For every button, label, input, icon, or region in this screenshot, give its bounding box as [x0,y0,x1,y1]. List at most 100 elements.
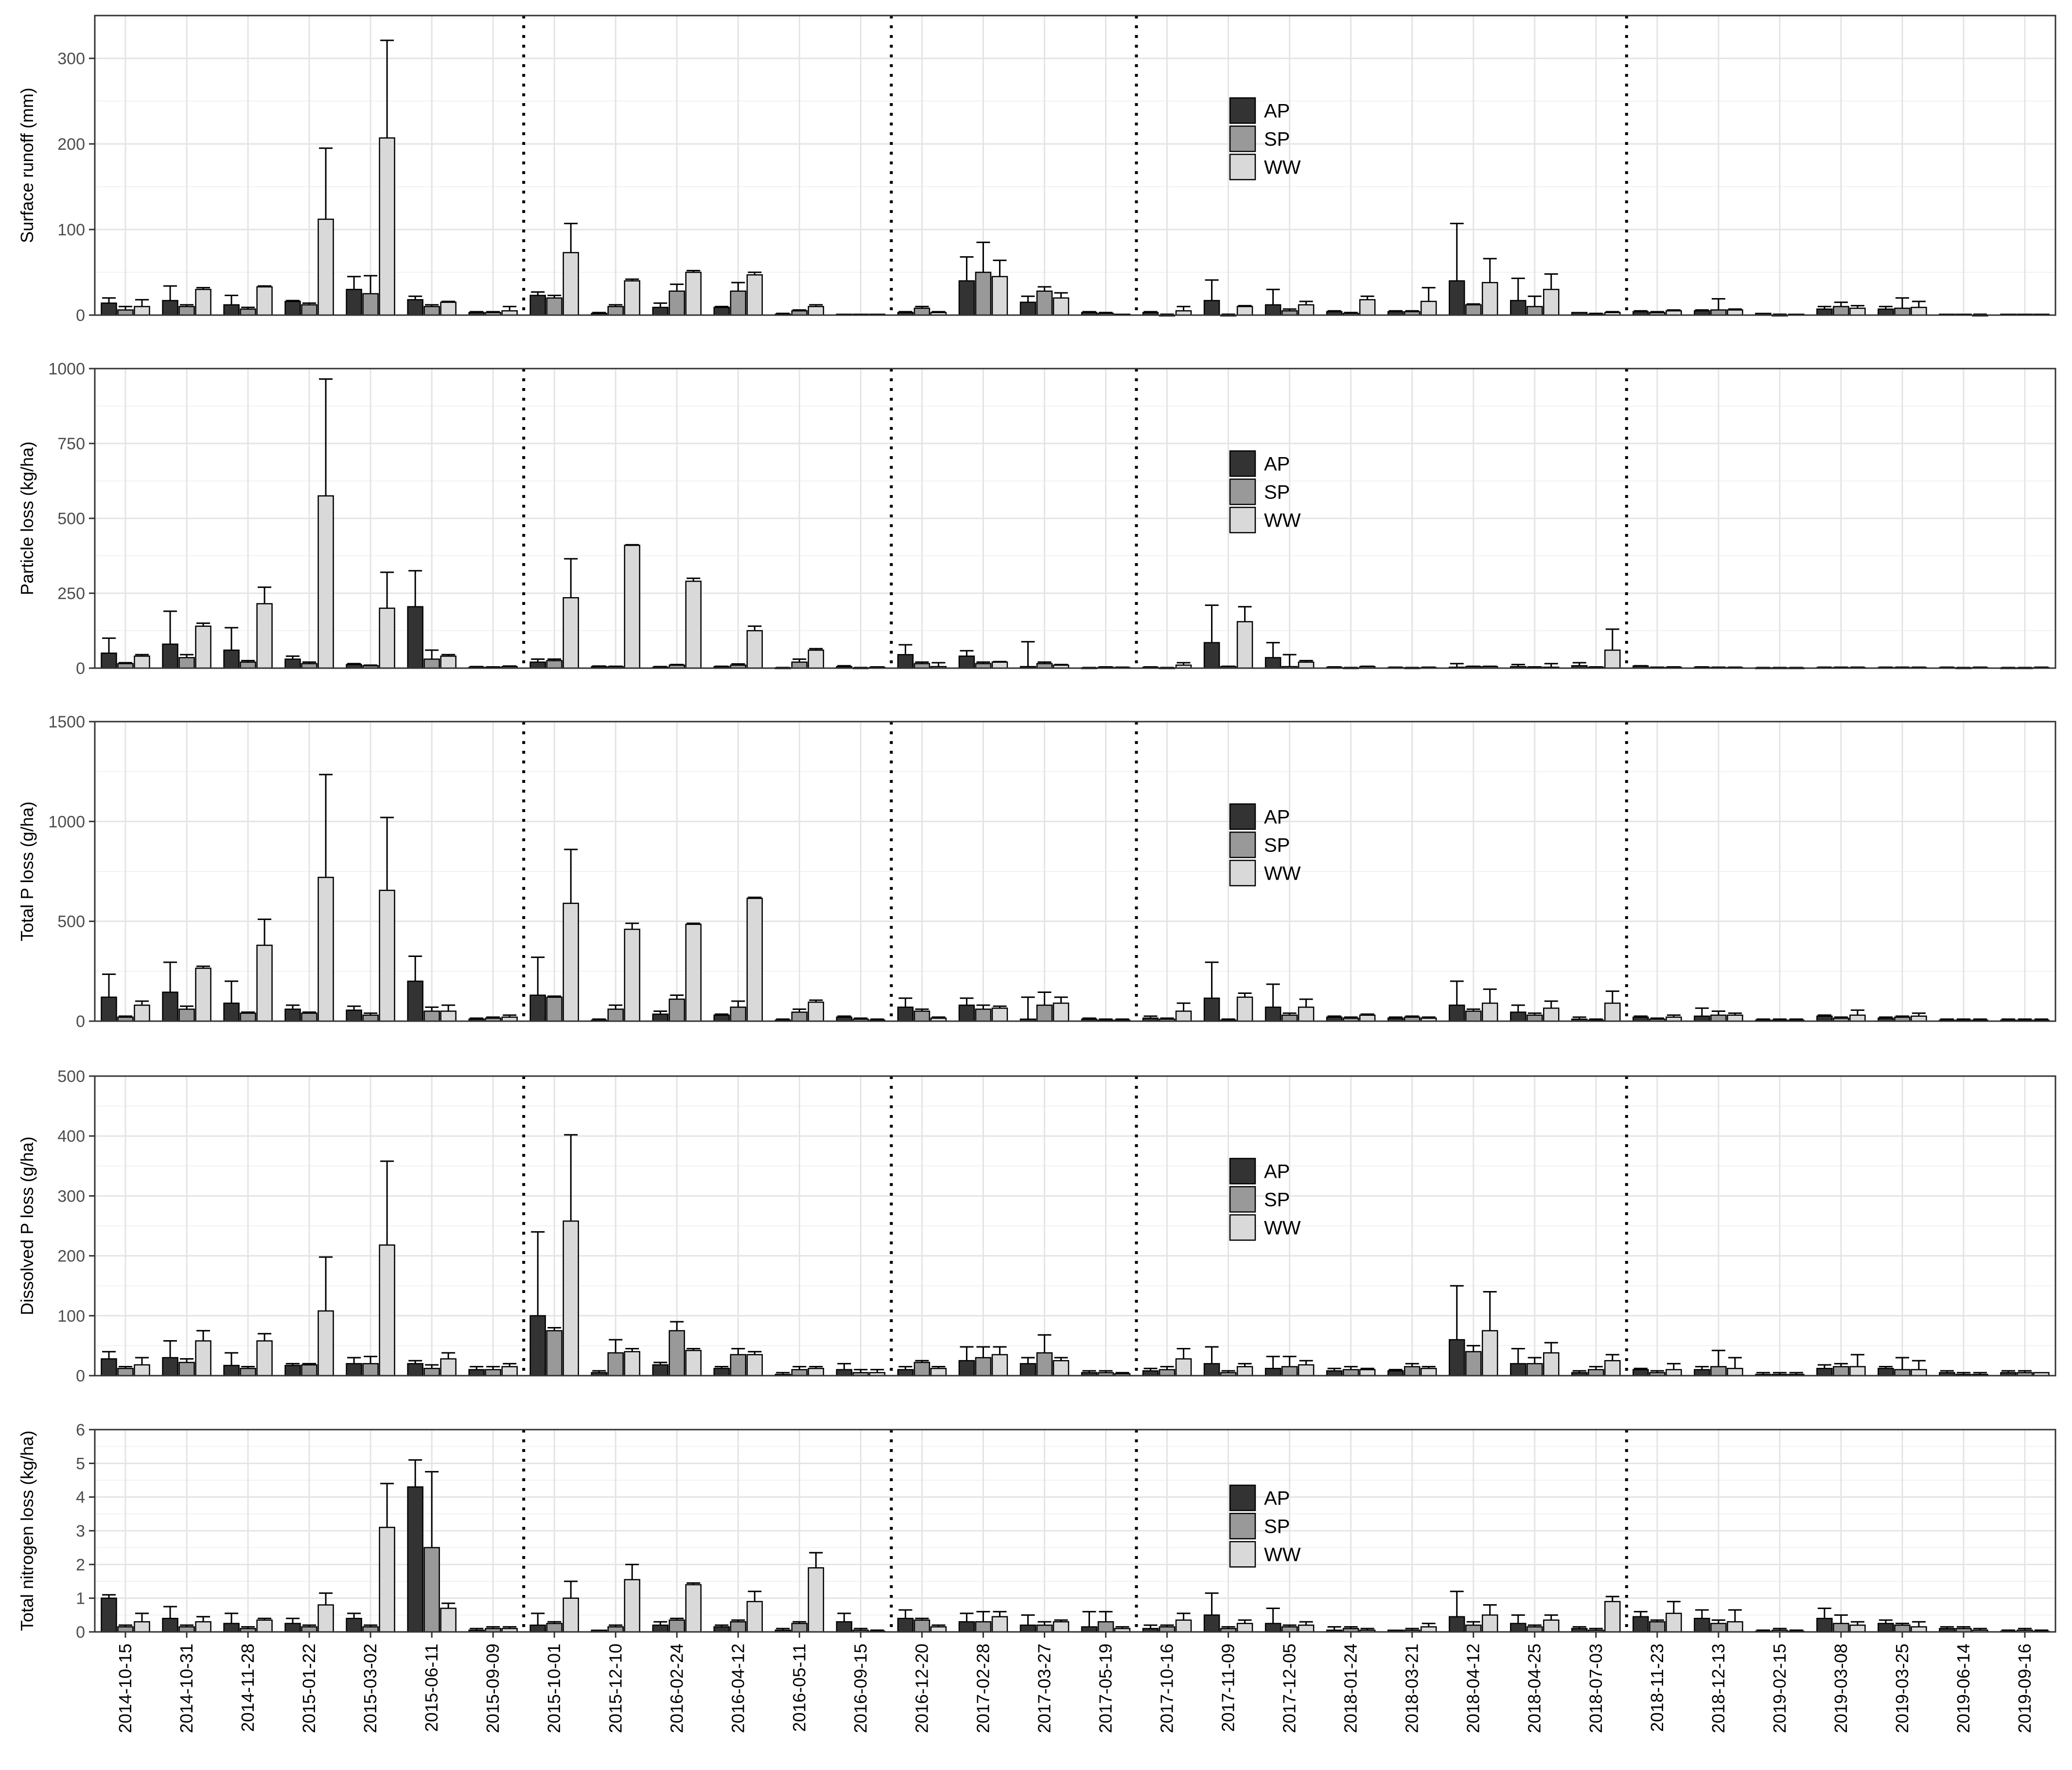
bar-ww-2014-11-28 [256,603,273,669]
bar-ap-2015-01-22 [284,658,301,669]
bar-ww-2015-03-02 [379,1526,395,1633]
bar-sp-2018-03-21 [1404,1366,1421,1377]
bar-ww-2019-03-25 [1911,1369,1927,1377]
bar-sp-2015-03-02 [362,1014,379,1022]
bar-ww-2015-06-11 [440,301,457,316]
bar-sp-2015-01-22 [301,1364,317,1377]
bar-sp-2018-04-12 [1465,304,1482,316]
bar-ww-2018-01-24 [1359,299,1376,316]
bar-ww-2014-10-15 [134,1364,150,1377]
x-tick-label: 2014-11-28 [238,1644,258,1732]
bar-ap-2017-11-09 [1203,642,1220,669]
bar-ww-2017-03-27 [1053,297,1070,316]
y-tick-label: 0 [76,1367,85,1385]
bar-sp-2014-10-31 [178,1626,195,1633]
bar-ap-2014-10-15 [101,996,117,1022]
legend: AP SP WW [1229,1485,1301,1568]
bar-ap-2016-04-12 [713,1626,730,1633]
bar-ww-2018-12-13 [1727,1621,1743,1633]
x-tick-label: 2018-01-24 [1341,1644,1361,1733]
x-tick-label: 2017-02-28 [973,1644,993,1733]
legend-label-ww: WW [1264,1217,1301,1239]
y-tick-label: 1000 [48,813,85,831]
y-tick-label: 2 [76,1556,85,1574]
legend-swatch-ww [1229,154,1256,180]
bar-sp-2018-04-25 [1526,1626,1543,1633]
bar-ww-2018-04-25 [1543,1619,1560,1633]
y-axis-title: Surface runoff (mm) [17,88,37,243]
bar-ww-2015-12-10 [624,1351,641,1377]
x-tick-label: 2019-03-08 [1831,1644,1851,1733]
legend-swatch-ap [1229,1158,1256,1185]
y-tick-label: 300 [57,50,85,68]
bar-ww-2018-04-12 [1481,1002,1498,1022]
legend-label-ap: AP [1264,453,1290,475]
bar-sp-2018-04-25 [1526,1014,1543,1022]
panel-2: 0 250 500 750 1000 Particle loss (kg/ha) AP SP W… [17,360,2056,678]
bar-sp-2015-12-10 [607,1352,624,1377]
bar-ww-2014-10-31 [195,1621,211,1633]
bar-sp-2017-12-05 [1281,1014,1298,1022]
bar-sp-2018-04-25 [1526,306,1543,316]
bar-ap-2014-10-31 [162,643,178,669]
bar-sp-2019-03-08 [1833,1623,1849,1633]
x-tick-label: 2018-11-23 [1647,1644,1667,1732]
bar-ap-2017-02-28 [958,655,975,669]
x-axis: 2014-10-15 2014-10-31 2014-11-28 2015-01-22… [115,1632,2035,1733]
bar-sp-2014-11-28 [240,1012,256,1022]
bar-ap-2014-10-15 [101,1597,117,1633]
bar-ww-2018-12-13 [1727,1014,1743,1022]
bar-ww-2015-06-11 [440,1358,457,1377]
y-tick-label: 500 [57,1067,85,1086]
bar-sp-2015-12-10 [607,306,624,316]
legend-swatch-ww [1229,507,1256,533]
bar-ap-2018-12-13 [1694,1015,1710,1022]
x-tick-label: 2016-02-24 [667,1644,686,1733]
y-tick-label: 0 [76,1012,85,1031]
legend-label-sp: SP [1264,834,1290,856]
bar-ww-2015-12-10 [624,545,641,669]
y-axis-title: Dissolved P loss (g/ha) [17,1136,37,1315]
bar-ww-2016-05-11 [808,1567,825,1633]
bar-ap-2015-03-02 [346,1363,362,1377]
bar-ap-2017-12-05 [1264,1367,1282,1377]
y-tick-label: 0 [76,306,85,325]
bar-sp-2014-10-15 [117,309,134,316]
y-tick-label: 6 [76,1421,85,1439]
bar-sp-2017-12-05 [1281,1366,1298,1377]
bar-ap-2018-12-13 [1694,1618,1710,1633]
bar-sp-2015-10-01 [546,1330,562,1377]
x-tick-label: 2018-04-25 [1525,1644,1545,1733]
bar-ww-2016-04-12 [746,630,763,669]
panel-3: 0 500 1000 1500 Total P loss (g/ha) AP SP WW [17,713,2056,1031]
bar-ww-2018-04-25 [1543,1008,1560,1022]
x-tick-label: 2017-11-09 [1218,1644,1238,1732]
x-tick-label: 2015-01-22 [299,1644,319,1733]
bar-ww-2014-11-28 [256,944,273,1022]
bar-ww-2015-01-22 [317,495,334,669]
bar-ww-2017-12-05 [1298,1007,1315,1022]
bar-ww-2014-11-28 [256,286,273,316]
bar-ap-2015-06-11 [407,299,423,316]
bar-ww-2015-06-11 [440,1608,457,1633]
legend-label-sp: SP [1264,1516,1290,1537]
bar-ap-2016-02-24 [652,306,669,316]
legend-swatch-sp [1229,478,1256,505]
bar-sp-2016-12-20 [913,307,931,316]
bar-sp-2019-03-25 [1894,1624,1911,1633]
bar-ww-2016-04-12 [746,1354,763,1377]
bar-ap-2017-11-09 [1203,997,1220,1022]
bar-ww-2015-01-22 [317,877,334,1022]
legend-swatch-ww [1229,1541,1256,1568]
y-axis-title: Total nitrogen loss (kg/ha) [17,1431,37,1631]
legend-label-ww: WW [1264,510,1301,531]
bar-sp-2016-02-24 [668,998,685,1022]
legend: AP SP WW [1229,450,1301,533]
bar-ww-2015-10-01 [562,1597,579,1633]
bar-ww-2015-12-10 [624,280,641,316]
bar-ap-2019-03-08 [1816,1618,1833,1633]
x-tick-label: 2015-03-02 [360,1644,380,1733]
x-tick-label: 2017-12-05 [1280,1644,1299,1733]
x-tick-label: 2017-10-16 [1157,1644,1177,1733]
bar-ww-2019-03-25 [1911,1626,1927,1633]
